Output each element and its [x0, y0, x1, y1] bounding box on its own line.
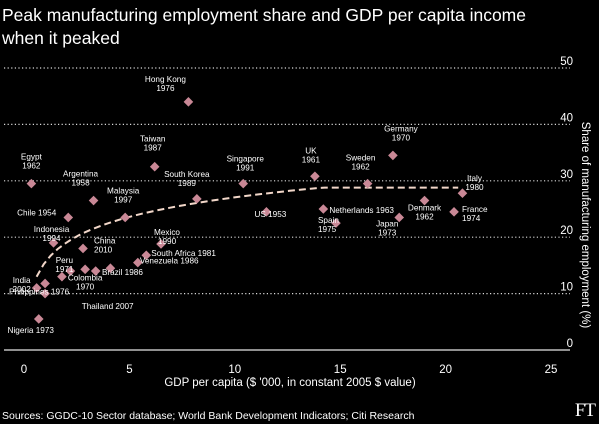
point-label: Chile 1954 [17, 208, 57, 217]
point-labels: Hong Kong 1976 Egypt 1962 Argentina 1958 Taiwa… [8, 75, 488, 335]
data-point [192, 194, 202, 204]
data-point [457, 188, 468, 199]
data-point [261, 207, 272, 217]
point-label: Denmark 1962 [408, 204, 442, 222]
point-label: Taiwan 1987 [140, 135, 166, 153]
x-tick-label: 10 [228, 364, 241, 376]
point-label: Thailand 2007 [82, 302, 134, 311]
chart-title: Peak manufacturing employment share and … [2, 5, 526, 48]
axis-ticks: 0 10 20 30 40 50 0 5 10 15 20 25 [21, 56, 573, 376]
data-point [63, 212, 74, 223]
data-point [394, 212, 405, 223]
y-tick-label: 20 [560, 225, 573, 237]
source-note: Sources: GGDC-10 Sector database; World … [2, 410, 415, 422]
data-points [26, 97, 468, 324]
data-point [156, 239, 166, 249]
data-point [65, 266, 76, 276]
data-point [40, 288, 50, 299]
point-label: Colombia 1970 [68, 273, 103, 291]
point-label: France 1974 [462, 205, 488, 223]
data-point [133, 257, 143, 268]
point-label: Philippines 1976 [9, 287, 70, 296]
y-axis-label: Share of manufacturing employment (%) [579, 122, 591, 329]
data-point [331, 218, 341, 228]
y-tick-label: 10 [560, 282, 573, 294]
point-label: Venezuela 1986 [140, 257, 199, 266]
data-point [26, 178, 37, 189]
y-tick-label: 30 [560, 169, 573, 181]
data-point [183, 97, 194, 107]
point-label: Italy 1980 [465, 174, 484, 192]
data-point [318, 204, 329, 214]
y-tick-label: 0 [567, 338, 573, 350]
point-label: Mexico 1990 [154, 228, 180, 246]
point-label: Singapore 1991 [227, 155, 265, 173]
x-tick-label: 25 [545, 364, 558, 376]
point-label: Peru 1971 [55, 256, 74, 274]
data-point [388, 150, 398, 161]
data-point [31, 283, 42, 293]
point-label: US 1953 [254, 210, 286, 219]
point-label: Japan 1973 [376, 219, 399, 237]
point-label: Egypt 1962 [21, 153, 43, 171]
x-tick-label: 5 [126, 364, 132, 376]
data-point [57, 271, 67, 282]
data-point [33, 314, 44, 324]
data-point [238, 178, 249, 189]
data-point [40, 278, 50, 289]
data-point [120, 212, 130, 223]
data-point [149, 161, 160, 172]
point-label: China 2010 [94, 236, 116, 254]
point-label: Indonesia 1994 [34, 225, 70, 243]
point-label: Germany 1970 [384, 124, 419, 142]
point-label: Sweden 1962 [346, 154, 376, 172]
point-label: UK 1961 [302, 146, 321, 164]
point-label: Argentina 1958 [63, 170, 98, 188]
y-tick-label: 50 [560, 56, 573, 68]
point-label: South Africa 1981 [151, 249, 216, 258]
data-point [419, 195, 430, 206]
x-tick-label: 0 [21, 364, 27, 376]
point-label: Malaysia 1997 [107, 186, 140, 204]
data-point [449, 207, 459, 217]
grid-lines [4, 67, 570, 351]
data-point [78, 243, 88, 254]
point-label: Spain 1975 [318, 216, 339, 234]
data-point [105, 263, 116, 274]
data-point [88, 195, 99, 206]
trend-line [35, 186, 459, 278]
x-axis-label: GDP per capita ($ '000, in constant 2005… [164, 377, 415, 389]
point-label: Nigeria 1973 [8, 326, 55, 335]
point-label: Hong Kong 1976 [145, 75, 186, 93]
data-point [310, 171, 320, 182]
data-point [141, 250, 152, 261]
ft-logo: FT [574, 400, 596, 421]
x-tick-label: 20 [439, 364, 452, 376]
data-point [90, 266, 101, 276]
point-label: Brazil 1986 [102, 268, 143, 277]
data-point [362, 178, 373, 189]
x-tick-label: 15 [334, 364, 347, 376]
y-tick-label: 40 [560, 112, 573, 124]
data-point [80, 264, 90, 275]
point-label: India 2002 [13, 276, 32, 294]
point-label: South Korea 1989 [164, 170, 210, 188]
point-label: Netherlands 1963 [329, 206, 394, 215]
data-point [48, 238, 59, 248]
